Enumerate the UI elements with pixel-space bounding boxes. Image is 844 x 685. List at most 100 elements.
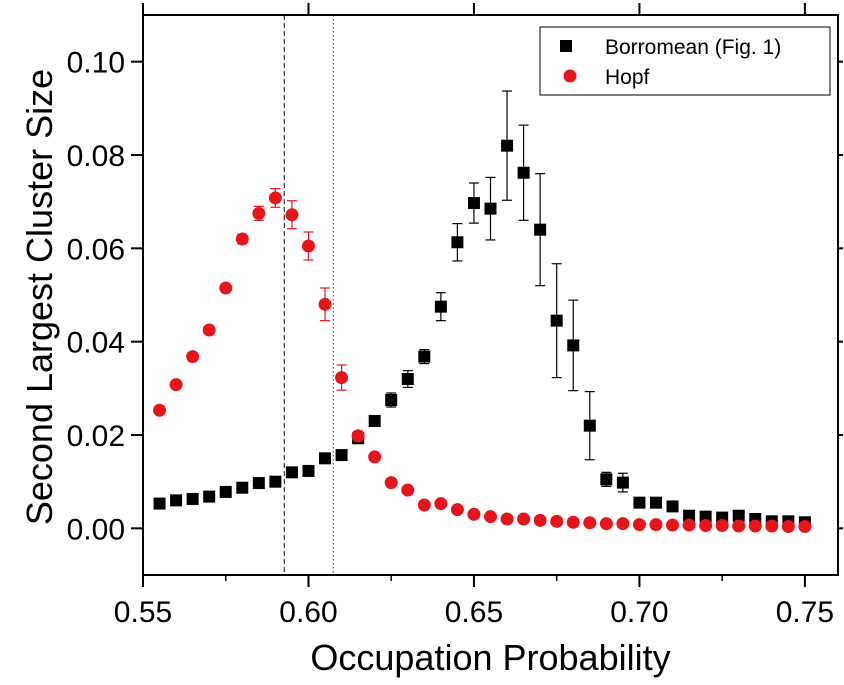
data-point xyxy=(484,510,497,524)
data-point xyxy=(302,464,315,477)
y-tick-label: 0.04 xyxy=(67,327,125,360)
data-point xyxy=(632,518,646,532)
y-tick-label: 0.10 xyxy=(67,47,125,80)
data-point xyxy=(368,415,381,427)
x-tick-label: 0.75 xyxy=(776,596,834,629)
data-point xyxy=(153,403,167,417)
y-axis-title: Second Largest Cluster Size xyxy=(19,69,60,525)
data-point xyxy=(467,197,480,210)
data-point xyxy=(534,223,547,236)
data-point xyxy=(268,191,282,205)
x-tick-label: 0.65 xyxy=(445,596,503,629)
axis-ticks xyxy=(131,3,843,587)
data-point xyxy=(666,518,680,532)
data-point xyxy=(566,515,580,529)
data-point xyxy=(716,511,729,524)
data-point xyxy=(765,519,779,533)
data-point xyxy=(616,476,629,489)
data-point xyxy=(169,378,183,392)
x-tick-label: 0.70 xyxy=(610,596,668,629)
data-point xyxy=(301,239,315,253)
y-tick-label: 0.08 xyxy=(67,140,125,173)
data-point xyxy=(567,339,580,352)
data-point xyxy=(798,519,812,533)
data-point xyxy=(368,450,382,464)
data-point xyxy=(401,373,414,385)
legend-label-borromean: Borromean (Fig. 1) xyxy=(605,36,781,59)
data-point xyxy=(219,281,233,295)
data-point xyxy=(517,166,530,179)
y-tick-label: 0.06 xyxy=(67,233,125,266)
data-point xyxy=(467,507,481,521)
data-point xyxy=(351,429,365,443)
data-point xyxy=(202,323,216,337)
legend-marker-borromean xyxy=(560,40,572,52)
data-point xyxy=(484,202,497,215)
data-point xyxy=(153,497,166,510)
data-point xyxy=(252,477,265,490)
reference-lines xyxy=(283,15,334,575)
data-point xyxy=(517,512,531,526)
data-point xyxy=(203,490,216,503)
data-point xyxy=(252,206,266,220)
data-point xyxy=(236,481,249,494)
y-tick-label: 0.02 xyxy=(67,420,125,453)
data-point xyxy=(385,394,398,406)
data-point xyxy=(318,297,332,311)
data-point xyxy=(219,485,232,498)
plot-frame xyxy=(142,14,839,576)
data-point xyxy=(666,500,679,513)
data-point xyxy=(633,496,646,509)
data-point xyxy=(649,496,662,509)
data-point xyxy=(732,519,746,533)
data-point xyxy=(599,517,613,531)
data-point xyxy=(335,371,349,385)
data-point xyxy=(682,518,696,532)
x-axis-title: Occupation Probability xyxy=(310,637,670,678)
data-point xyxy=(501,139,514,152)
data-point xyxy=(451,236,464,249)
data-point xyxy=(434,300,447,313)
data-point xyxy=(384,476,398,490)
data-point xyxy=(533,513,547,527)
data-point xyxy=(418,350,431,363)
data-point xyxy=(417,498,431,512)
data-point xyxy=(335,449,348,462)
data-point xyxy=(732,509,745,522)
data-point xyxy=(235,232,249,246)
data-point xyxy=(748,519,762,533)
data-point xyxy=(550,314,563,327)
data-point xyxy=(269,475,282,488)
series-layer xyxy=(153,90,812,533)
data-point xyxy=(583,419,596,432)
axis-tick-labels: 0.55 0.60 0.65 0.70 0.75 0.00 0.02 0.04 0.06 0.08… xyxy=(67,47,834,629)
data-point xyxy=(450,503,464,517)
series-hopf xyxy=(153,188,812,533)
data-point xyxy=(715,519,729,533)
x-tick-label: 0.55 xyxy=(114,596,172,629)
data-point xyxy=(550,514,564,528)
x-tick-label: 0.60 xyxy=(279,596,337,629)
legend: Borromean (Fig. 1) Hopf xyxy=(539,26,831,96)
data-point xyxy=(285,208,299,222)
data-point xyxy=(616,517,630,531)
y-tick-label: 0.00 xyxy=(67,513,125,546)
data-point xyxy=(699,519,713,533)
data-point xyxy=(683,509,696,522)
legend-box xyxy=(539,26,831,96)
data-point xyxy=(699,510,712,523)
data-point xyxy=(186,492,199,505)
series-borromean xyxy=(153,90,811,529)
data-point xyxy=(285,466,298,479)
data-point xyxy=(186,350,200,364)
data-point xyxy=(500,512,514,526)
data-point xyxy=(600,473,613,486)
data-point xyxy=(434,497,448,511)
data-point xyxy=(401,483,415,497)
legend-marker-hopf xyxy=(563,69,577,83)
data-point xyxy=(583,516,597,530)
data-point xyxy=(649,518,663,532)
legend-label-hopf: Hopf xyxy=(605,66,650,89)
data-point xyxy=(319,452,332,465)
